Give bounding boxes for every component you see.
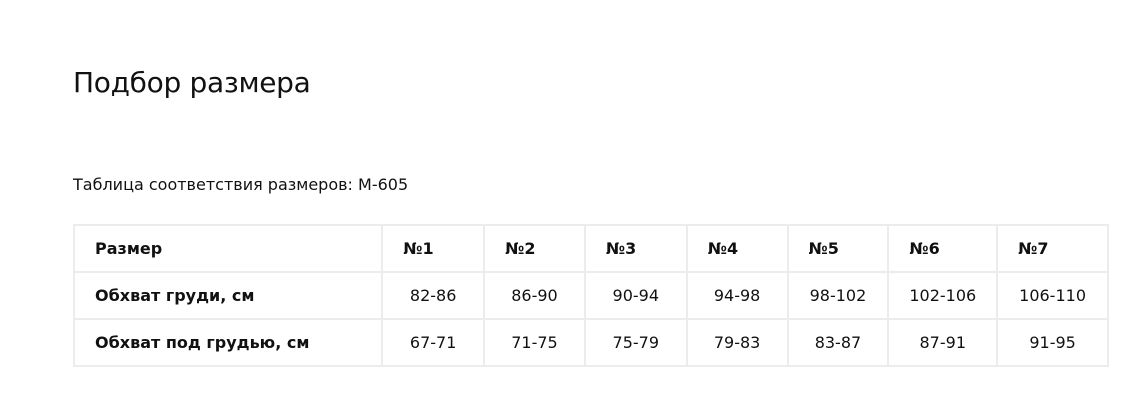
table-cell: 75-79 (583, 318, 688, 367)
page-title: Подбор размера (73, 66, 311, 99)
table-cell: 87-91 (887, 318, 999, 367)
header-cell: №4 (685, 224, 789, 273)
size-table: Размер №1 №2 №3 №4 №5 №6 №7 Обхват груди… (72, 224, 1109, 367)
table-cell: 90-94 (583, 271, 688, 320)
table-cell: 98-102 (786, 271, 890, 320)
row-label: Обхват груди, см (72, 271, 384, 320)
table-cell: 94-98 (685, 271, 789, 320)
header-cell: №6 (887, 224, 999, 273)
table-cell: 102-106 (887, 271, 999, 320)
table-header-row: Размер №1 №2 №3 №4 №5 №6 №7 (72, 224, 1109, 273)
table-cell: 91-95 (996, 318, 1109, 367)
table-cell: 67-71 (381, 318, 486, 367)
header-cell: Размер (72, 224, 384, 273)
row-label: Обхват под грудью, см (72, 318, 384, 367)
header-cell: №2 (483, 224, 586, 273)
header-cell: №5 (786, 224, 890, 273)
header-cell: №1 (381, 224, 486, 273)
table-row: Обхват груди, см 82-86 86-90 90-94 94-98… (72, 271, 1109, 320)
table-cell: 71-75 (483, 318, 586, 367)
table-caption: Таблица соответствия размеров: М-605 (73, 175, 409, 194)
table-cell: 83-87 (786, 318, 890, 367)
header-cell: №7 (996, 224, 1109, 273)
header-cell: №3 (583, 224, 688, 273)
table-cell: 82-86 (381, 271, 486, 320)
table-cell: 86-90 (483, 271, 586, 320)
table-cell: 106-110 (996, 271, 1109, 320)
table-cell: 79-83 (685, 318, 789, 367)
table-row: Обхват под грудью, см 67-71 71-75 75-79 … (72, 318, 1109, 367)
